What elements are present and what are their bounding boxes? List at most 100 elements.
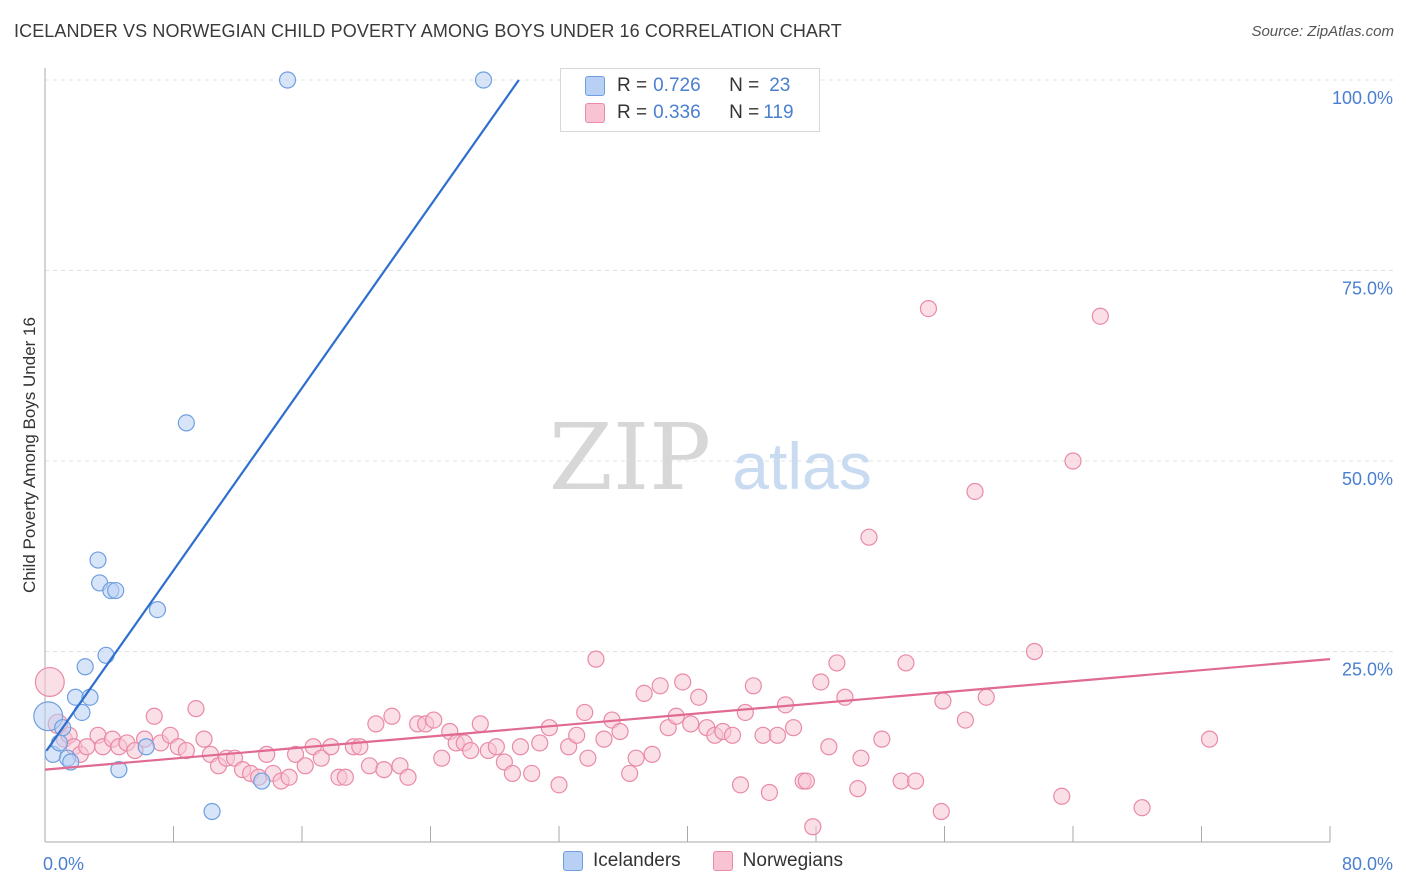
legend-item-icelanders[interactable]: Icelanders <box>563 850 681 872</box>
norwegians-swatch <box>585 103 605 123</box>
icelander-point <box>177 414 195 432</box>
norwegian-point <box>966 482 984 501</box>
norwegian-point <box>723 726 742 744</box>
norwegian-point <box>280 768 298 786</box>
norwegian-point <box>621 764 639 783</box>
norwegian-point <box>849 780 867 798</box>
norwegian-point <box>145 707 163 725</box>
legend-label-icelanders: Icelanders <box>593 850 681 871</box>
norwegian-point <box>651 677 669 695</box>
norwegian-point <box>627 749 645 767</box>
norwegian-point <box>760 783 779 802</box>
norwegian-point <box>1133 799 1151 817</box>
norwegian-point <box>1064 452 1082 470</box>
legend-item-norwegians[interactable]: Norwegians <box>712 850 843 872</box>
norwegian-point <box>682 715 700 733</box>
icelanders-swatch <box>563 851 583 871</box>
norwegian-point <box>487 738 505 756</box>
icelanders-trend-line <box>45 79 520 752</box>
norwegian-point <box>784 719 803 737</box>
norwegian-point <box>768 726 787 744</box>
y-tick-label: 25.0% <box>1342 660 1393 680</box>
norwegian-point <box>187 700 205 718</box>
norwegian-point <box>611 722 629 741</box>
y-axis-label: Child Poverty Among Boys Under 16 <box>20 317 39 593</box>
norwegian-point <box>897 654 915 672</box>
norwegian-point <box>919 300 938 318</box>
norwegian-point <box>503 764 522 783</box>
source-label: Source: ZipAtlas.com <box>1251 23 1394 40</box>
r-value: 0.336 <box>653 102 701 123</box>
norwegian-point <box>579 749 597 767</box>
norwegian-point <box>934 692 952 710</box>
icelander-point <box>107 581 125 600</box>
norwegian-point <box>425 711 443 729</box>
norwegian-point <box>531 734 549 752</box>
icelander-point <box>50 734 69 752</box>
norwegian-point <box>360 757 379 775</box>
norwegian-point <box>471 715 489 733</box>
norwegian-point <box>34 666 65 697</box>
norwegian-point <box>1053 787 1071 805</box>
norwegian-point <box>1025 642 1044 661</box>
norwegian-point <box>322 738 340 756</box>
icelander-point <box>474 71 493 89</box>
norwegian-point <box>1091 307 1109 325</box>
norwegian-point <box>1200 730 1219 748</box>
norwegian-point <box>433 749 451 767</box>
x-tick-label: 80.0% <box>1342 854 1393 874</box>
stats-row-icelanders: R = 0.726 N = 23 <box>585 74 790 98</box>
norwegian-point <box>674 673 692 691</box>
n-label: N = <box>729 75 760 96</box>
norwegian-point <box>804 818 822 836</box>
norwegian-point <box>462 741 480 760</box>
norwegian-point <box>375 761 393 779</box>
grid-lines <box>45 79 1395 652</box>
icelander-point <box>148 600 167 619</box>
norwegians-trend-line <box>44 658 1331 771</box>
x-tick-label: 0.0% <box>43 854 84 874</box>
r-value: 0.726 <box>653 75 701 96</box>
norwegian-point <box>643 745 661 763</box>
norwegian-point <box>977 688 995 706</box>
norwegian-point <box>286 745 305 763</box>
norwegian-point <box>511 738 530 756</box>
norwegian-point <box>731 776 750 794</box>
norwegian-point <box>812 673 830 691</box>
norwegian-point <box>956 711 974 729</box>
norwegian-point <box>892 772 910 790</box>
norwegian-point <box>258 745 276 763</box>
icelander-point <box>278 71 297 89</box>
norwegian-point <box>736 703 754 722</box>
stats-legend: R = 0.726 N = 23 R = 0.336 N = 119 <box>560 68 820 132</box>
watermark: ZIP atlas <box>549 404 872 511</box>
norwegian-point <box>587 650 605 668</box>
series-legend: Icelanders Norwegians <box>0 850 1406 872</box>
icelanders-swatch <box>585 76 605 96</box>
icelander-point <box>137 738 155 756</box>
norwegian-point <box>744 677 762 695</box>
r-label: R = <box>617 75 648 96</box>
icelander-point <box>203 802 221 821</box>
trend-lines <box>44 79 1331 771</box>
watermark-atlas: atlas <box>732 429 871 503</box>
norwegian-point <box>383 707 401 725</box>
norwegian-point <box>754 726 772 744</box>
norwegian-point <box>906 772 925 790</box>
norwegian-point <box>595 730 613 748</box>
r-label: R = <box>617 102 648 123</box>
norwegian-point <box>399 768 417 786</box>
norwegian-point <box>523 764 541 783</box>
icelander-point <box>97 646 115 664</box>
norwegian-point <box>195 730 213 748</box>
norwegian-point <box>576 703 594 722</box>
norwegian-point <box>860 528 878 546</box>
legend-label-norwegians: Norwegians <box>742 850 843 871</box>
n-value: 119 <box>763 102 794 123</box>
icelander-point <box>76 658 94 676</box>
norwegian-point <box>336 768 354 786</box>
norwegian-point <box>852 749 870 767</box>
norwegian-point <box>836 688 854 706</box>
norwegian-point <box>690 688 708 706</box>
